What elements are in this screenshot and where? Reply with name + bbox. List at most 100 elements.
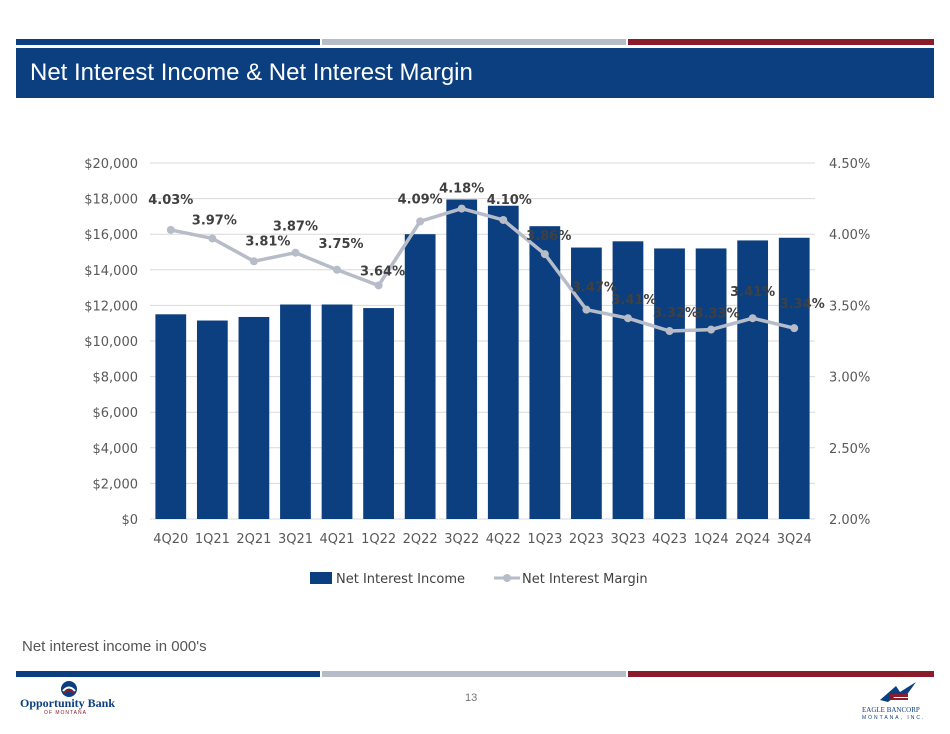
data-label-margin: 4.18%: [439, 182, 484, 197]
x-axis-tick-label: 3Q23: [610, 532, 645, 547]
point-net-interest-margin: [457, 204, 466, 213]
data-label-margin: 3.87%: [273, 220, 318, 235]
left-axis-tick-label: $4,000: [93, 442, 139, 457]
x-axis-tick-label: 4Q21: [320, 532, 355, 547]
point-net-interest-margin: [208, 234, 217, 243]
data-label-margin: 4.03%: [148, 193, 193, 208]
bar-net-interest-income: [612, 241, 644, 519]
data-label-margin: 3.47%: [572, 281, 617, 296]
bar-net-interest-income: [737, 240, 769, 519]
footer-strip-blue: [16, 671, 320, 677]
legend-label-net-interest-income: Net Interest Income: [336, 572, 465, 587]
bar-net-interest-income: [363, 308, 394, 519]
bar-net-interest-income: [321, 304, 353, 519]
data-label-margin: 3.75%: [318, 237, 363, 252]
x-axis-tick-label: 2Q24: [735, 532, 770, 547]
right-axis-tick-label: 4.00%: [829, 228, 870, 243]
x-axis-tick-label: 4Q23: [652, 532, 687, 547]
x-axis-tick-label: 4Q22: [486, 532, 521, 547]
data-label-margin: 3.97%: [192, 213, 237, 228]
right-logo-name: EAGLE BANCORP: [862, 706, 920, 714]
bar-net-interest-income: [238, 316, 270, 519]
bank-logo-icon: [61, 681, 77, 697]
left-axis-tick-label: $20,000: [84, 157, 138, 172]
eagle-logo-icon: [880, 682, 916, 702]
data-label-margin: 3.33%: [695, 307, 740, 322]
point-net-interest-margin: [623, 314, 632, 323]
point-net-interest-margin: [665, 327, 674, 336]
legend-swatch-net-interest-income: [310, 572, 332, 584]
point-net-interest-margin: [166, 225, 175, 234]
left-axis-tick-label: $10,000: [84, 335, 138, 350]
point-net-interest-margin: [374, 281, 383, 290]
point-net-interest-margin: [707, 325, 716, 334]
data-label-margin: 3.32%: [653, 306, 698, 321]
left-axis-tick-label: $6,000: [93, 406, 139, 421]
eagle-bancorp-logo: EAGLE BANCORP MONTANA, INC.: [858, 680, 938, 725]
data-label-margin: 3.86%: [526, 229, 571, 244]
x-axis-tick-label: 2Q21: [236, 532, 271, 547]
x-axis-tick-label: 2Q23: [569, 532, 604, 547]
footnote: Net interest income in 000's: [22, 638, 207, 655]
bar-net-interest-income: [487, 205, 519, 519]
x-axis-tick-label: 1Q21: [195, 532, 230, 547]
left-logo-sub: OF MONTANA: [44, 710, 87, 716]
data-label-margin: 4.10%: [487, 193, 532, 208]
x-axis-tick-label: 3Q21: [278, 532, 313, 547]
right-axis-tick-label: 2.50%: [829, 442, 870, 457]
data-label-margin: 3.34%: [780, 297, 825, 312]
header-strip-gray: [322, 39, 626, 45]
x-axis-tick-label: 3Q24: [777, 532, 812, 547]
left-logo-name: Opportunity Bank: [20, 696, 116, 710]
footer-strip-gray: [322, 671, 626, 677]
data-label-margin: 3.41%: [611, 293, 656, 308]
data-label-margin: 3.64%: [360, 264, 405, 279]
data-label-margin: 4.09%: [398, 192, 443, 207]
bar-net-interest-income: [155, 314, 187, 519]
x-axis-tick-label: 1Q24: [694, 532, 729, 547]
left-axis-tick-label: $2,000: [93, 477, 139, 492]
point-net-interest-margin: [333, 265, 342, 274]
bar-net-interest-income: [404, 234, 436, 519]
data-label-margin: 3.81%: [245, 234, 290, 249]
left-axis-tick-label: $14,000: [84, 264, 138, 279]
point-net-interest-margin: [748, 314, 757, 323]
legend-marker-net-interest-margin: [503, 574, 511, 582]
left-axis-tick-label: $16,000: [84, 228, 138, 243]
x-axis-tick-label: 1Q22: [361, 532, 396, 547]
point-net-interest-margin: [249, 257, 258, 266]
point-net-interest-margin: [291, 248, 300, 257]
bar-net-interest-income: [654, 248, 685, 519]
x-axis-tick-label: 2Q22: [403, 532, 438, 547]
bar-net-interest-income: [571, 247, 602, 520]
bar-net-interest-income: [695, 248, 727, 519]
bar-net-interest-income: [196, 320, 228, 519]
page-title: Net Interest Income & Net Interest Margi…: [30, 59, 473, 86]
title-banner: Net Interest Income & Net Interest Margi…: [16, 48, 934, 98]
point-net-interest-margin: [790, 324, 799, 333]
header-strip-red: [628, 39, 934, 45]
page-number: 13: [465, 692, 478, 704]
point-net-interest-margin: [582, 305, 591, 314]
left-axis-tick-label: $8,000: [93, 371, 139, 386]
header-strip-blue: [16, 39, 320, 45]
left-axis-tick-label: $18,000: [84, 193, 138, 208]
opportunity-bank-logo: Opportunity Bank OF MONTANA: [20, 680, 140, 720]
bar-net-interest-income: [446, 199, 478, 520]
bar-net-interest-income: [778, 237, 810, 519]
x-axis-tick-label: 1Q23: [527, 532, 562, 547]
line-net-interest-margin: [170, 206, 795, 333]
x-axis-tick-label: 4Q20: [153, 532, 188, 547]
right-axis-tick-label: 3.00%: [829, 371, 870, 386]
point-net-interest-margin: [416, 217, 425, 226]
right-axis-tick-label: 3.50%: [829, 299, 870, 314]
bar-net-interest-income: [529, 226, 561, 519]
footer-strip-red: [628, 671, 934, 677]
point-net-interest-margin: [540, 250, 549, 259]
legend-label-net-interest-margin: Net Interest Margin: [522, 572, 648, 587]
right-axis-tick-label: 4.50%: [829, 157, 870, 172]
left-axis-tick-label: $0: [121, 513, 138, 528]
right-axis-tick-label: 2.00%: [829, 513, 870, 528]
x-axis-tick-label: 3Q22: [444, 532, 479, 547]
